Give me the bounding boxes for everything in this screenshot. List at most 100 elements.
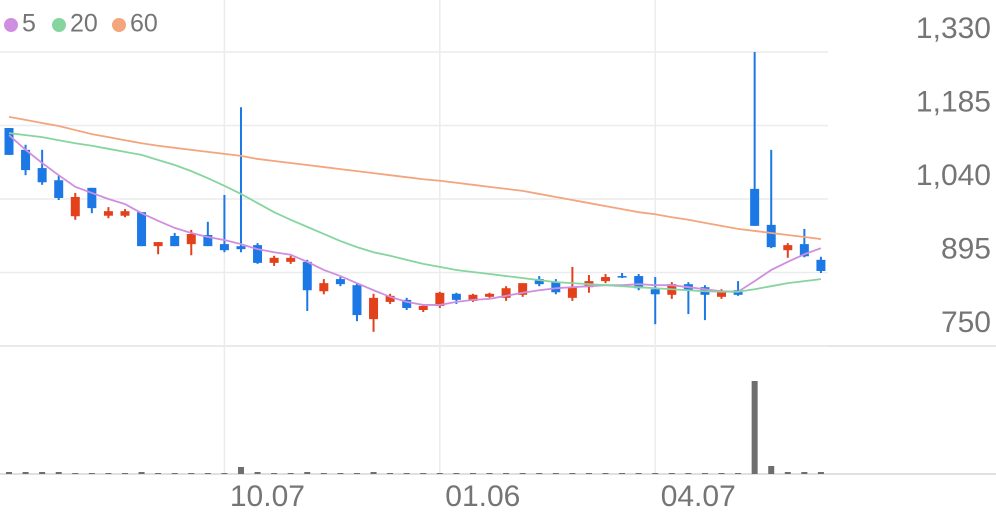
candle-body (750, 188, 760, 226)
volume-bar (801, 472, 808, 474)
moving-average-line (8, 134, 822, 306)
candle-body (634, 276, 644, 289)
candle-body (468, 294, 478, 301)
candle-body (37, 168, 47, 183)
candle-body (799, 244, 809, 257)
candle-body (485, 293, 495, 297)
candle-body (418, 305, 428, 311)
candle-body (352, 285, 362, 316)
volume-bar (320, 473, 327, 474)
candle-body (369, 297, 379, 320)
volume-bar (602, 473, 609, 474)
candle-body (203, 234, 213, 247)
candle-body (501, 288, 511, 298)
volume-bar (784, 472, 791, 474)
volume-bar (420, 473, 427, 474)
volume-bar (171, 473, 178, 474)
volume-bar (635, 473, 642, 474)
candle-body (54, 180, 64, 198)
volume-bar (138, 472, 145, 474)
volume-bar (6, 472, 12, 474)
volume-bar (72, 473, 79, 474)
volume-bar (204, 473, 211, 474)
candle-body (319, 283, 329, 292)
candle-body (286, 257, 296, 262)
candle-body (153, 242, 163, 247)
volume-bar (735, 473, 742, 474)
candle-body (335, 279, 345, 285)
volume-bar (619, 473, 626, 474)
candle-body (269, 257, 279, 263)
x-tick-label: 10.07 (230, 480, 305, 513)
volume-bar (22, 472, 29, 474)
candle-body (766, 224, 776, 248)
candle-body (253, 245, 263, 263)
candle-body (402, 299, 412, 308)
legend-label: 20 (70, 10, 98, 38)
volume-bar (436, 473, 443, 474)
candle-body (435, 292, 445, 306)
volume-bar (188, 473, 195, 474)
volume-bar (105, 473, 112, 474)
candle-body (650, 289, 660, 295)
legend-marker (52, 18, 66, 32)
volume-bar (403, 473, 410, 474)
candle-body (87, 187, 97, 209)
candle-body (302, 261, 312, 291)
volume-bar (701, 473, 708, 474)
candle-body (567, 287, 577, 298)
volume-bar (817, 472, 824, 474)
legend-marker (4, 18, 18, 32)
volume-bar (519, 473, 526, 474)
candle-body (137, 212, 147, 247)
candle-body (120, 211, 130, 216)
moving-average-line (8, 132, 822, 293)
candle-body (103, 211, 113, 216)
legend-marker (112, 18, 126, 32)
volume-bar (121, 473, 128, 474)
volume-bar (751, 381, 758, 474)
legend-label: 5 (22, 10, 36, 38)
y-tick-label: 1,185 (916, 85, 991, 118)
volume-bar (55, 472, 62, 474)
volume-bar (254, 472, 261, 474)
candle-body (170, 236, 180, 247)
volume-bar (486, 473, 493, 474)
volume-bar (552, 473, 559, 474)
volume-bar (685, 473, 692, 474)
volume-bar (155, 473, 162, 474)
volume-bar (503, 473, 510, 474)
y-tick-label: 1,330 (916, 12, 991, 45)
volume-bar (585, 473, 592, 474)
candle-body (617, 276, 627, 278)
volume-bar (718, 473, 725, 474)
volume-bar (271, 473, 278, 474)
x-tick-label: 04.07 (661, 480, 736, 513)
volume-bar (237, 467, 244, 474)
y-tick-label: 750 (941, 306, 991, 339)
candle-body (518, 283, 528, 295)
volume-bar (221, 473, 228, 474)
candle-body (601, 277, 611, 282)
candle-body (551, 282, 561, 293)
volume-bar (569, 473, 576, 474)
y-tick-label: 1,040 (916, 159, 991, 192)
candle-body (816, 259, 826, 271)
legend-label: 60 (130, 10, 158, 38)
volume-bar (39, 472, 46, 474)
volume-bar (387, 473, 394, 474)
volume-bar (768, 466, 775, 474)
volume-bar (652, 473, 659, 474)
volume-bar (370, 472, 377, 474)
volume-bar (536, 473, 543, 474)
candle-body (70, 196, 80, 217)
candle-body (4, 128, 14, 155)
candle-body (534, 279, 544, 285)
candle-body (219, 244, 229, 251)
candle-body (451, 293, 461, 300)
candle-body (186, 233, 196, 245)
volume-bar (453, 473, 460, 474)
candle-body (385, 295, 395, 302)
